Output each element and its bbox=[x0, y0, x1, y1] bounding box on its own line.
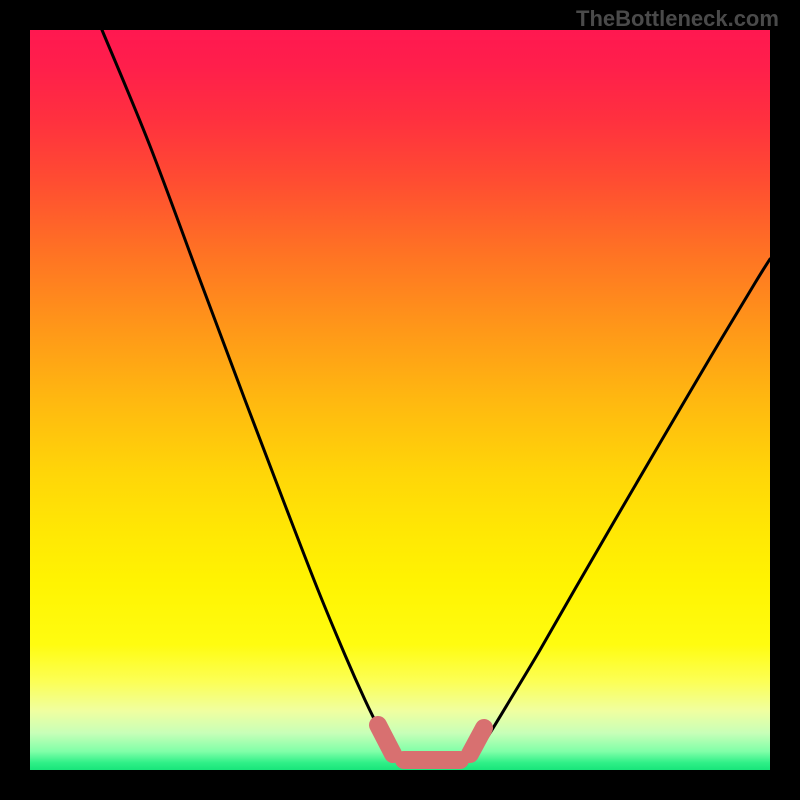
curve-overlay bbox=[0, 0, 800, 800]
attribution-text: TheBottleneck.com bbox=[576, 6, 779, 32]
curve-right bbox=[478, 259, 770, 751]
curve-left bbox=[102, 30, 393, 751]
bottleneck-curves bbox=[102, 30, 770, 751]
valley-segment-0 bbox=[378, 725, 393, 754]
valley-marker bbox=[378, 725, 484, 760]
valley-segment-2 bbox=[470, 728, 484, 754]
chart-root: TheBottleneck.com bbox=[0, 0, 800, 800]
